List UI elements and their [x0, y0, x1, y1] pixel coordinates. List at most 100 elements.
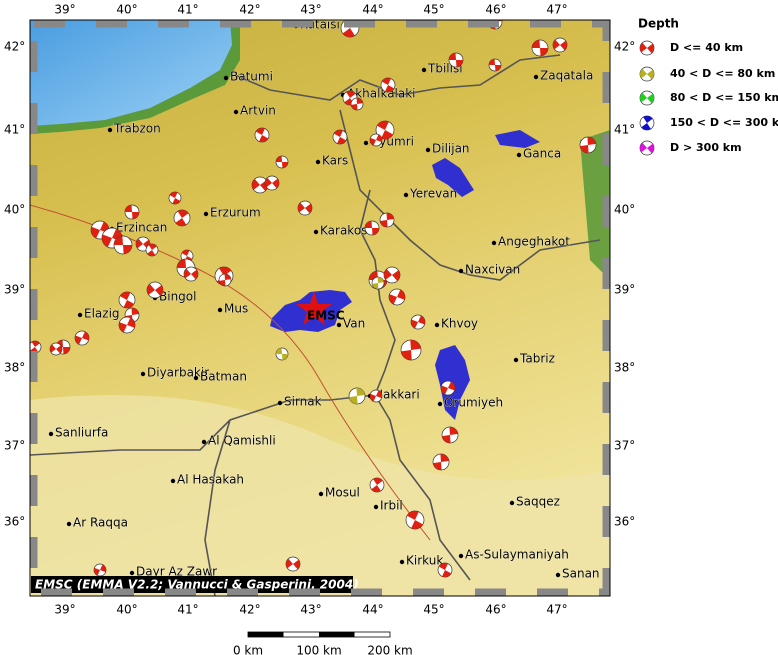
city-dot	[315, 159, 321, 165]
beachball	[375, 120, 395, 140]
ball-quad	[136, 238, 143, 249]
lon-label-bottom: 43°	[300, 603, 321, 617]
borders	[30, 54, 601, 596]
ball-quad	[389, 294, 397, 305]
lon-label-top: 39°	[54, 3, 75, 17]
city-dot	[233, 109, 239, 115]
ball-quad	[56, 345, 63, 354]
beachball	[173, 209, 191, 227]
beachball	[350, 97, 364, 111]
lat-label-left: 36°	[4, 515, 25, 529]
lon-label-bottom: 41°	[177, 603, 198, 617]
city-label: Sanliurfa	[55, 426, 108, 440]
ball-quad	[91, 226, 100, 239]
beachball	[639, 90, 655, 106]
map-frame-ticks	[30, 20, 610, 596]
city-dot	[513, 357, 519, 363]
lon-label-bottom: 45°	[423, 603, 444, 617]
ball-quad	[380, 220, 388, 227]
city-dot	[491, 240, 497, 246]
ball-quad	[411, 520, 423, 529]
ball-quad	[265, 177, 272, 188]
city-label: Sirnak	[284, 395, 322, 409]
ball-quad	[369, 393, 376, 402]
ball-quad	[293, 559, 301, 570]
beachball	[264, 175, 280, 191]
beachball	[118, 291, 136, 309]
city-dot	[403, 192, 409, 198]
ball-quad	[282, 162, 288, 168]
beachball	[145, 243, 159, 257]
ball-quad	[82, 331, 90, 341]
lon-label-top: 45°	[423, 3, 444, 17]
city-label: Kutaisi	[300, 18, 340, 32]
ball-quad	[100, 564, 106, 573]
ball-quad	[298, 202, 305, 213]
ball-quad	[172, 198, 181, 205]
city-dot	[421, 67, 427, 73]
beachball	[440, 380, 456, 396]
lat-label-right: 39°	[614, 283, 635, 297]
city-dot	[363, 140, 369, 146]
city-dot	[336, 322, 342, 328]
ball-quad	[647, 143, 654, 154]
legend-item: 40 < D <= 80 km	[670, 67, 775, 80]
legend-item: D > 300 km	[670, 141, 742, 154]
beachball	[441, 426, 459, 444]
city-dot	[458, 268, 464, 274]
city-dot	[373, 504, 379, 510]
ball-quad	[384, 268, 392, 280]
lon-label-bottom: 40°	[116, 603, 137, 617]
ball-quad	[371, 485, 381, 493]
beachball	[364, 220, 380, 236]
epicenter-label: EMSC	[307, 309, 345, 323]
legend-item: D <= 40 km	[670, 41, 743, 54]
beachball	[552, 37, 568, 53]
ball-quad	[532, 40, 540, 49]
ball-quad	[123, 245, 132, 254]
beachball	[118, 316, 136, 334]
city-dot	[217, 307, 223, 313]
ball-quad	[50, 344, 56, 353]
city-label: Diyarbakir	[147, 366, 209, 380]
beachball	[297, 200, 313, 216]
beachball	[639, 66, 655, 82]
ball-quad	[392, 270, 400, 282]
lat-label-left: 42°	[4, 40, 25, 54]
ball-quad	[147, 250, 156, 256]
city-dot	[77, 312, 83, 318]
lat-label-left: 40°	[4, 203, 25, 217]
city-label: Saqqez	[516, 495, 560, 509]
ball-quad	[102, 234, 112, 248]
ball-quad	[643, 115, 653, 123]
beachball	[579, 136, 597, 154]
beachball	[410, 314, 426, 330]
lon-label-bottom: 46°	[485, 603, 506, 617]
city-label: Akhalkalaki	[347, 87, 416, 101]
ball-quad	[169, 192, 178, 198]
city-label: Kirkuk	[406, 554, 443, 568]
ball-quad	[127, 317, 135, 328]
lon-label-top: 40°	[116, 3, 137, 17]
beachball	[639, 140, 655, 156]
ball-quad	[191, 269, 198, 280]
ball-quad	[381, 78, 391, 85]
beachball	[275, 347, 289, 361]
ball-quad	[342, 28, 355, 37]
ball-quad	[647, 43, 654, 54]
ball-quad	[418, 315, 426, 325]
city-dot	[434, 322, 440, 328]
ball-quad	[440, 385, 448, 395]
legend-item: 150 < D <= 300 km	[670, 116, 778, 129]
lat-label-right: 42°	[614, 40, 635, 54]
city-label: Artvin	[240, 104, 276, 118]
city-dot	[437, 401, 443, 407]
ball-quad	[448, 381, 456, 391]
ball-quad	[640, 68, 647, 79]
ball-quad	[333, 129, 343, 137]
ball-quad	[647, 69, 655, 80]
ball-quad	[641, 123, 651, 131]
city-dot	[129, 570, 135, 576]
city-label: Dayr Az Zawr	[136, 565, 217, 579]
